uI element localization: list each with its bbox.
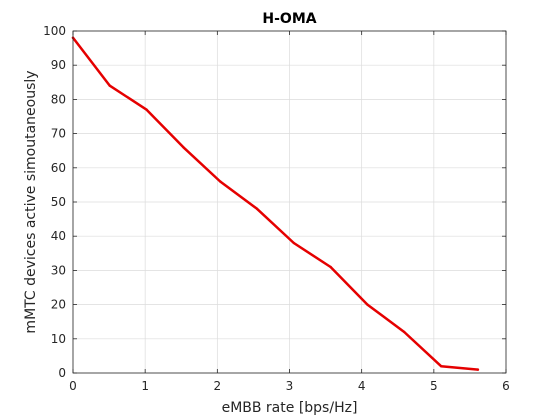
x-axis-title: eMBB rate [bps/Hz] <box>222 400 358 416</box>
data-point <box>476 368 480 371</box>
data-point <box>292 241 296 245</box>
y-tick-label: 60 <box>51 161 66 175</box>
y-axis-title: mMTC devices active simoutaneously <box>23 70 39 333</box>
chart-title: H-OMA <box>262 11 316 27</box>
data-point <box>145 108 148 111</box>
x-tick-label: 2 <box>214 379 222 393</box>
x-tick-label: 3 <box>286 379 294 393</box>
data-point <box>403 330 406 334</box>
data-point <box>366 303 369 306</box>
x-tick-label: 6 <box>502 379 510 393</box>
data-point <box>108 84 112 87</box>
y-tick-label: 50 <box>51 195 66 209</box>
y-tick-label: 0 <box>58 366 66 380</box>
y-tick-label: 10 <box>51 332 66 346</box>
y-tick-label: 100 <box>43 24 66 38</box>
data-point <box>255 207 259 211</box>
series-layer <box>71 36 480 371</box>
y-tick-label: 20 <box>51 298 66 312</box>
x-tick-label: 5 <box>430 379 438 393</box>
data-point <box>439 364 443 368</box>
ticks <box>72 30 507 374</box>
y-tick-label: 80 <box>51 92 66 106</box>
data-point <box>182 146 185 149</box>
data-point <box>219 180 222 183</box>
x-tick-label: 0 <box>69 379 77 393</box>
y-tick-label: 30 <box>51 263 66 277</box>
series-line <box>71 36 480 371</box>
y-tick-label: 90 <box>51 58 66 72</box>
y-tick-label: 40 <box>51 229 66 243</box>
x-tick-label: 1 <box>141 379 149 393</box>
x-tick-label: 4 <box>358 379 366 393</box>
y-tick-label: 70 <box>51 127 66 141</box>
data-point <box>329 265 332 269</box>
